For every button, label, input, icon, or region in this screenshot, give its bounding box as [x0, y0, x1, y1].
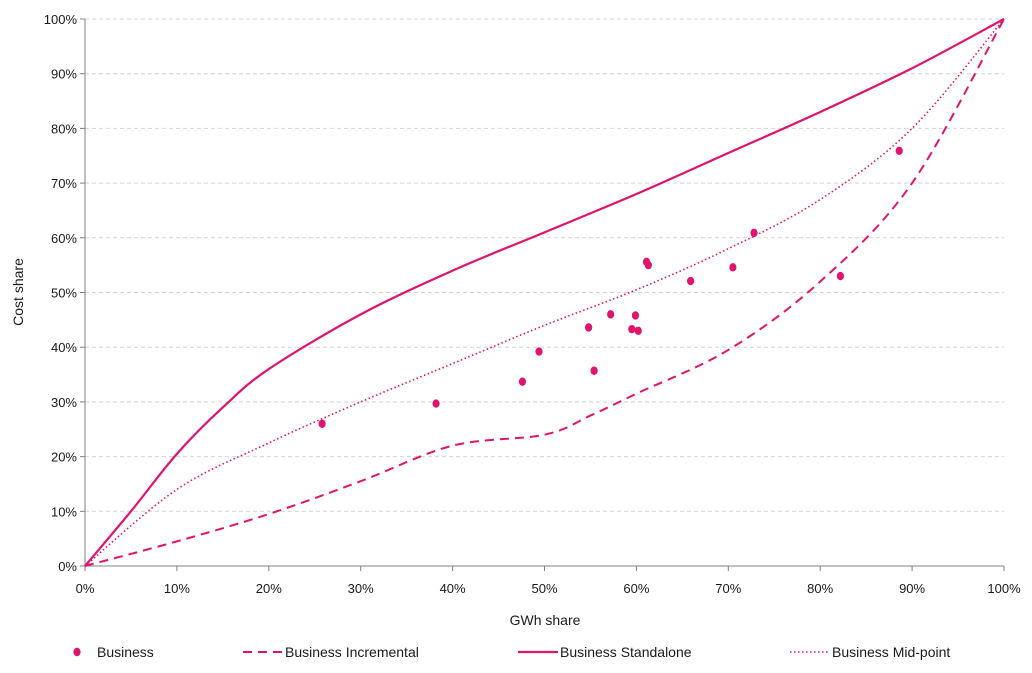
legend-label-business-mid-point: Business Mid-point: [832, 644, 950, 660]
y-tick-label: 10%: [51, 504, 77, 519]
legend-label-business-incremental: Business Incremental: [285, 644, 419, 660]
data-point: [644, 260, 652, 270]
legend: Business Business Incremental Business Sta…: [73, 644, 950, 660]
y-tick-label: 80%: [51, 121, 77, 136]
grid-layer: [85, 18, 1004, 512]
x-tick-label: 20%: [256, 581, 282, 596]
x-axis-title: GWh share: [510, 612, 581, 628]
data-point: [607, 310, 615, 319]
data-point: [836, 271, 845, 281]
data-point: [318, 419, 326, 428]
y-tick-label: 0%: [58, 559, 77, 574]
data-point: [631, 311, 640, 320]
business-mid-point-line: [84, 18, 1005, 567]
axis-layer: 0% 10% 20% 30% 40% 50% 60% 70% 80% 90% 100% 0% 10% 20…: [44, 12, 1021, 596]
x-tick-label: 70%: [715, 581, 741, 596]
x-tick-label: 10%: [164, 581, 190, 596]
y-tick-label: 30%: [51, 395, 77, 410]
x-tick-label: 60%: [623, 581, 649, 596]
business-standalone-line: [84, 18, 1005, 567]
y-axis-title: Cost share: [10, 258, 26, 326]
y-tick-label: 100%: [44, 12, 78, 27]
data-point: [895, 146, 903, 156]
x-tick-label: 100%: [987, 581, 1021, 596]
y-tick-label: 50%: [51, 286, 77, 301]
data-point: [585, 323, 593, 332]
data-point: [729, 263, 737, 272]
business-incremental-line: [84, 18, 1005, 567]
legend-label-business: Business: [97, 644, 154, 660]
series-layer: [84, 18, 1005, 567]
data-point: [628, 324, 636, 334]
x-tick-label: 90%: [899, 581, 925, 596]
x-tick-label: 40%: [440, 581, 466, 596]
x-tick-label: 30%: [348, 581, 374, 596]
legend-label-business-standalone: Business Standalone: [560, 644, 692, 660]
y-tick-label: 20%: [51, 450, 77, 465]
data-point: [750, 228, 758, 238]
data-point: [535, 347, 543, 356]
data-point: [518, 377, 527, 386]
y-tick-label: 90%: [51, 67, 77, 82]
data-point: [432, 399, 440, 408]
data-point: [687, 276, 695, 286]
y-tick-label: 40%: [51, 340, 77, 355]
x-tick-label: 80%: [807, 581, 833, 596]
y-tick-label: 70%: [51, 176, 77, 191]
x-tick-label: 50%: [531, 581, 557, 596]
data-point: [590, 366, 598, 375]
legend-marker-business: [73, 647, 81, 657]
y-tick-label: 60%: [51, 231, 77, 246]
data-point: [634, 326, 642, 335]
x-tick-label: 0%: [76, 581, 95, 596]
